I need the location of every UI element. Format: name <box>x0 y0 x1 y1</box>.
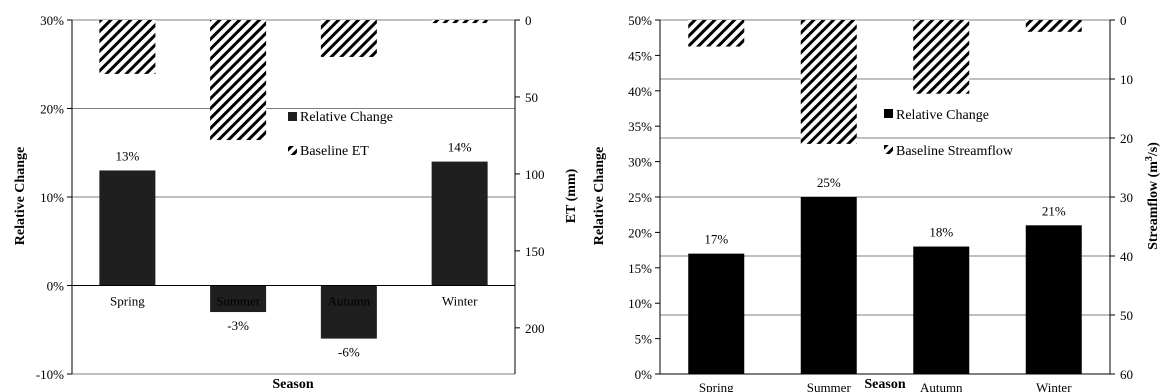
chart-1-ylabel: Relative Change <box>13 147 28 245</box>
chart-1-legend-label-relative-change: Relative Change <box>300 110 393 125</box>
chart-2-bar-baseline-summer <box>800 20 857 144</box>
chart-2-y-tick-label: 25% <box>628 190 652 205</box>
chart-2-y2-tick-label: 10 <box>1120 72 1133 87</box>
chart-1-bar-relative-autumn <box>320 285 377 339</box>
chart-2-data-label: 25% <box>817 175 841 190</box>
chart-1-bar-baseline-autumn <box>320 20 377 57</box>
chart-1-legend-label-baseline-et: Baseline ET <box>300 144 369 159</box>
chart-2-y-tick-label: 50% <box>628 13 652 28</box>
chart-1-bar-baseline-winter <box>431 20 488 24</box>
chart-1-y-tick-label: 30% <box>40 13 64 28</box>
chart-1-y-tick-label: 0% <box>47 279 65 294</box>
chart-2-legend-label-baseline-streamflow: Baseline Streamflow <box>896 144 1014 159</box>
chart-2-y2-tick-label: 50 <box>1120 308 1133 323</box>
chart-2-y-tick-label: 0% <box>635 367 653 382</box>
chart-2-y-tick-label: 40% <box>628 84 652 99</box>
chart-2-bar-baseline-spring <box>688 20 745 47</box>
chart-1: Season Relative Change ET (mm) Relative … <box>13 110 579 392</box>
chart-2-y2-tick-label: 40 <box>1120 249 1133 264</box>
chart-2-y2-tick-label: 30 <box>1120 190 1133 205</box>
chart-2-bar-relative-summer <box>800 197 857 374</box>
chart-1-y2label: ET (mm) <box>564 168 579 223</box>
chart-1-y2-tick-label: 100 <box>525 167 545 182</box>
chart-1-y-tick-label: -10% <box>36 367 64 382</box>
chart-2-legend-label-relative-change: Relative Change <box>896 108 989 123</box>
chart-2-bar-baseline-autumn <box>913 20 970 94</box>
chart-1-data-label: 13% <box>115 148 139 163</box>
chart-1-y2-tick-label: 150 <box>525 244 545 259</box>
chart-2-y2-tick-label: 20 <box>1120 131 1133 146</box>
chart-2-bar-baseline-winter <box>1025 20 1082 32</box>
chart-2-y-tick-label: 45% <box>628 48 652 63</box>
chart-2-category-label: Summer <box>807 380 852 392</box>
chart-1-data-label: -6% <box>338 345 360 360</box>
chart-2-y-tick-label: 30% <box>628 155 652 170</box>
chart-2-y-tick-label: 35% <box>628 119 652 134</box>
chart-1-legend-swatch-baseline-et <box>288 146 297 155</box>
chart-2-xlabel: Season <box>864 377 905 392</box>
chart-1-category-label: Spring <box>110 294 145 309</box>
chart-1-bar-relative-summer <box>210 285 267 313</box>
chart-2-category-label: Winter <box>1036 380 1072 392</box>
chart-1-bar-relative-winter <box>431 161 488 286</box>
chart-1-data-label: -3% <box>227 318 249 333</box>
chart-2-bar-relative-autumn <box>913 246 970 374</box>
chart-1-bar-baseline-summer <box>210 20 267 141</box>
chart-2-data-label: 18% <box>929 225 953 240</box>
chart-1-y-tick-label: 10% <box>40 190 64 205</box>
chart-2-data-label: 21% <box>1042 203 1066 218</box>
chart-1-y-tick-label: 20% <box>40 102 64 117</box>
chart-1-category-label: Winter <box>442 294 478 309</box>
chart-1-category-label: Autumn <box>328 294 371 309</box>
chart-2-ylabel: Relative Change <box>592 147 607 245</box>
chart-2-y-tick-label: 5% <box>635 332 653 347</box>
chart-2-y-tick-label: 20% <box>628 225 652 240</box>
chart-2-bar-relative-winter <box>1025 225 1082 374</box>
chart-2: Season Relative Change Streamflow (m3/s)… <box>592 108 1161 392</box>
chart-2-y2-tick-label: 60 <box>1120 367 1133 382</box>
chart-2-bar-relative-spring <box>688 253 745 374</box>
chart-2-legend-swatch-baseline-streamflow <box>884 145 893 154</box>
chart-2-marks: 0% 5% 10% 15% 20% 25% 30% 35% 40% 45% 50% 0 10 20 30 40… <box>628 13 1133 392</box>
chart-2-y2label: Streamflow (m3/s) <box>1144 142 1161 250</box>
chart-2-y-tick-label: 15% <box>628 261 652 276</box>
chart-2-y2-tick-label: 0 <box>1120 13 1127 28</box>
chart-1-marks: -10% 0% 10% 20% 30% 0 50 100 150 200 13% -3% -6% 14% S… <box>36 13 545 382</box>
chart-1-y2-tick-label: 50 <box>525 90 538 105</box>
chart-2-category-label: Spring <box>699 380 734 392</box>
chart-1-y2-tick-label: 200 <box>525 321 545 336</box>
chart-2-legend-swatch-relative-change <box>884 109 893 118</box>
chart-1-bar-relative-spring <box>99 170 156 286</box>
chart-2-category-label: Autumn <box>920 380 963 392</box>
chart-1-y2-tick-label: 0 <box>525 13 532 28</box>
chart-1-xlabel: Season <box>272 377 313 392</box>
chart-1-data-label: 14% <box>448 140 472 155</box>
chart-1-category-label: Summer <box>216 294 261 309</box>
chart-2-data-label: 17% <box>704 232 728 247</box>
chart-1-legend-swatch-relative-change <box>288 112 297 121</box>
chart-2-y-tick-label: 10% <box>628 296 652 311</box>
chart-1-bar-baseline-spring <box>99 20 156 74</box>
